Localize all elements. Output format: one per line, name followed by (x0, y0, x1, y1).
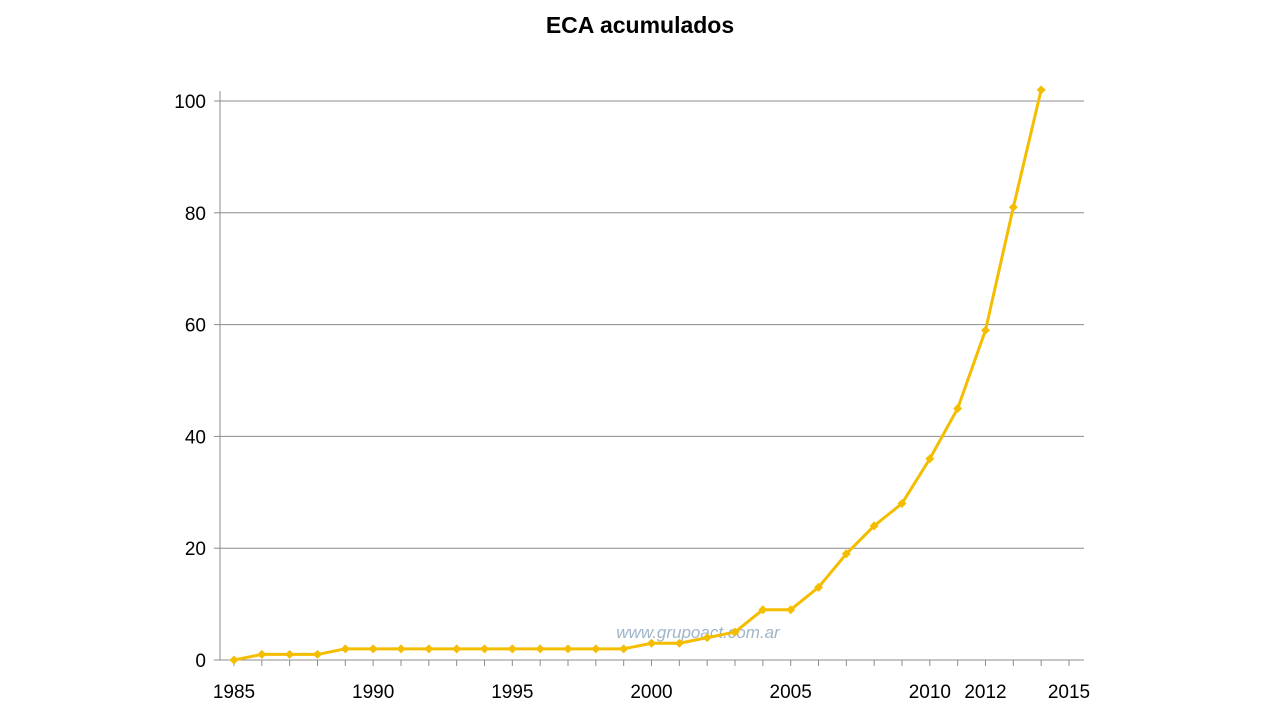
data-point-1988 (313, 649, 322, 659)
data-point-2003 (730, 627, 740, 637)
x-tick-label-2012: 2012 (964, 682, 1006, 703)
x-tick-label-2005: 2005 (770, 682, 812, 703)
data-point-1998 (591, 644, 601, 654)
axes (214, 91, 1084, 666)
data-point-1997 (563, 644, 573, 654)
y-tick-label-20: 20 (185, 539, 206, 560)
data-point-2006 (814, 582, 823, 592)
y-tick-label-60: 60 (185, 316, 206, 337)
data-point-2007 (841, 549, 851, 559)
y-tick-label-0: 0 (195, 651, 206, 672)
x-tick-label-1990: 1990 (352, 682, 394, 703)
data-point-2001 (674, 638, 684, 648)
data-point-1989 (340, 644, 350, 654)
data-point-2010 (925, 454, 935, 464)
data-point-1994 (480, 644, 489, 654)
data-point-2014 (1036, 85, 1046, 95)
data-point-1990 (368, 644, 378, 654)
chart-title: ECA acumulados (545, 12, 735, 38)
tick-labels: 0 20 40 60 80 100 1985 1990 1995 2000 2005 2010 2012… (174, 92, 1090, 703)
data-point-1991 (396, 644, 406, 654)
y-tick-label-40: 40 (185, 427, 206, 448)
x-tick-label-1995: 1995 (491, 682, 533, 703)
data-point-2000 (647, 638, 656, 648)
data-point-1985 (229, 655, 239, 665)
x-tick-label-2000: 2000 (630, 682, 672, 703)
data-point-1986 (257, 649, 267, 659)
data-point-2012 (981, 325, 990, 335)
data-point-2008 (869, 521, 879, 531)
data-point-1996 (535, 644, 545, 654)
data-point-2004 (758, 605, 768, 615)
y-tick-label-100: 100 (174, 92, 206, 113)
gridlines (220, 100, 1084, 549)
data-point-2013 (1008, 202, 1018, 212)
x-tick-label-1985: 1985 (213, 682, 255, 703)
x-tick-label-2010: 2010 (909, 682, 951, 703)
series-line-0 (233, 89, 1043, 662)
data-point-1987 (285, 649, 295, 659)
x-tick-label-2015: 2015 (1048, 682, 1090, 703)
data-point-2011 (953, 403, 963, 413)
y-tick-label-80: 80 (185, 204, 206, 225)
data-point-2009 (897, 498, 907, 508)
data-point-1995 (507, 644, 517, 654)
data-point-1992 (424, 644, 434, 654)
data-point-1999 (619, 644, 629, 654)
series-layer (229, 85, 1046, 665)
data-point-2002 (702, 633, 712, 643)
data-point-2005 (786, 605, 796, 615)
data-point-1993 (452, 644, 462, 654)
